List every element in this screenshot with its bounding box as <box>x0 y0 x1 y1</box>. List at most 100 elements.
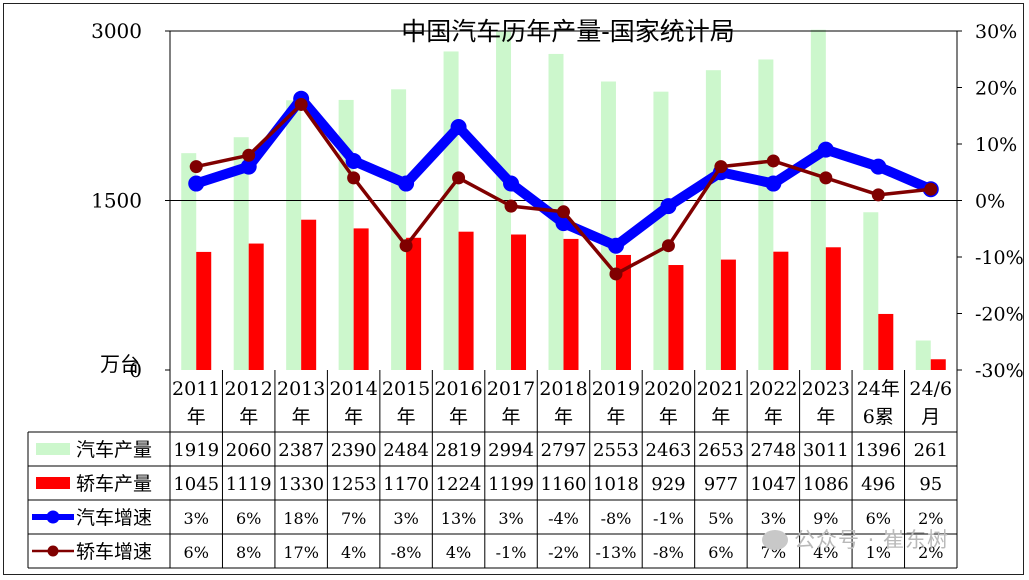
bar-car-14 <box>930 359 946 370</box>
left-tick-label: 3000 <box>91 19 142 43</box>
table-cell-2-9: -1% <box>653 509 684 528</box>
chart-title: 中国汽车历年产量-国家统计局 <box>401 17 734 46</box>
vehicle-growth-point-9 <box>660 198 677 215</box>
bar-car-12 <box>825 247 841 370</box>
bar-vehicle-11 <box>758 59 774 370</box>
table-cell-2-2: 18% <box>283 509 319 528</box>
wechat-icon <box>762 530 788 550</box>
bar-car-13 <box>878 313 894 370</box>
bar-vehicle-13 <box>863 212 879 370</box>
bar-vehicle-10 <box>705 70 721 370</box>
table-cell-3-3: 4% <box>341 543 366 562</box>
chart-frame <box>3 3 1024 575</box>
table-cell-2-7: -4% <box>548 509 579 528</box>
bar-car-9 <box>668 265 684 370</box>
category-label-10: 2021 <box>697 378 745 400</box>
table-cell-0-1: 2060 <box>226 440 272 461</box>
legend-key-1 <box>36 477 70 489</box>
table-cell-3-14: 2% <box>918 543 943 562</box>
bar-car-0 <box>196 251 212 370</box>
category-label-6: 年 <box>502 406 521 428</box>
vehicle-growth-point-13 <box>870 158 887 175</box>
bar-vehicle-5 <box>443 51 459 370</box>
table-cell-1-14: 95 <box>919 474 942 495</box>
category-label-7: 2018 <box>539 378 587 400</box>
right-tick-label: -30% <box>975 360 1024 382</box>
table-cell-1-0: 1045 <box>173 474 219 495</box>
table-cell-2-13: 6% <box>866 509 891 528</box>
category-label-1: 年 <box>239 406 258 428</box>
table-cell-1-4: 1170 <box>383 474 429 495</box>
legend-label-1: 轿车产量 <box>76 473 152 495</box>
category-label-10: 年 <box>711 406 730 428</box>
car-growth-point-5 <box>452 171 466 185</box>
category-label-5: 年 <box>449 406 468 428</box>
bar-vehicle-9 <box>653 91 669 370</box>
table-cell-1-10: 977 <box>704 474 738 495</box>
bar-vehicle-12 <box>810 29 826 371</box>
table-cell-1-5: 1224 <box>436 474 482 495</box>
right-tick-label: 0% <box>975 191 1005 213</box>
category-label-13: 6累 <box>863 406 894 428</box>
car-growth-point-8 <box>609 267 623 281</box>
table-cell-2-11: 3% <box>761 509 786 528</box>
table-cell-3-10: 6% <box>708 543 733 562</box>
category-label-0: 2011 <box>172 378 220 400</box>
vehicle-growth-point-0 <box>188 175 205 192</box>
right-tick-label: -10% <box>975 247 1024 269</box>
category-label-2: 2013 <box>277 378 325 400</box>
table-cell-3-6: -1% <box>496 543 527 562</box>
table-cell-3-8: -13% <box>595 543 636 562</box>
table-cell-3-13: 1% <box>866 543 891 562</box>
table-cell-0-4: 2484 <box>383 440 429 461</box>
bar-vehicle-2 <box>286 100 302 371</box>
car-growth-point-12 <box>819 171 833 185</box>
table-cell-0-3: 2390 <box>331 440 377 461</box>
category-label-9: 年 <box>659 406 678 428</box>
table-cell-0-14: 261 <box>914 440 948 461</box>
watermark: 公众号 · 崔东树 <box>762 524 949 554</box>
table-cell-0-10: 2653 <box>698 440 744 461</box>
category-label-11: 年 <box>764 406 783 428</box>
table-cell-2-0: 3% <box>184 509 209 528</box>
legend-key-0 <box>36 443 70 455</box>
table-cell-1-8: 1018 <box>593 474 639 495</box>
vehicle-growth-point-3 <box>345 152 362 169</box>
table-cell-2-1: 6% <box>236 509 261 528</box>
category-label-12: 年 <box>816 406 835 428</box>
table-cell-0-5: 2819 <box>436 440 482 461</box>
car-growth-point-7 <box>557 205 570 219</box>
car-growth-point-14 <box>924 182 938 196</box>
table-cell-0-9: 2463 <box>646 440 692 461</box>
car-growth-point-0 <box>189 160 203 174</box>
category-label-2: 年 <box>292 406 311 428</box>
category-label-4: 年 <box>397 406 416 428</box>
table-cell-3-1: 8% <box>236 543 261 562</box>
vehicle-growth-point-1 <box>240 158 257 175</box>
bar-vehicle-14 <box>915 340 931 370</box>
table-cell-3-0: 6% <box>184 543 209 562</box>
table-cell-1-6: 1199 <box>488 474 534 495</box>
category-label-3: 2014 <box>329 378 377 400</box>
table-cell-1-11: 1047 <box>750 474 796 495</box>
bar-vehicle-1 <box>233 137 249 370</box>
lines-layer <box>188 90 939 281</box>
bar-car-8 <box>615 254 631 370</box>
category-label-14: 24/6 <box>909 378 952 400</box>
category-label-6: 2017 <box>487 378 535 400</box>
table-cell-3-12: 4% <box>813 543 838 562</box>
table-cell-3-2: 17% <box>283 543 319 562</box>
bar-car-4 <box>406 237 422 370</box>
category-label-7: 年 <box>554 406 573 428</box>
category-label-12: 2023 <box>802 378 850 400</box>
table-cell-0-8: 2553 <box>593 440 639 461</box>
table-cell-1-3: 1253 <box>331 474 377 495</box>
vehicle-growth-point-12 <box>817 141 834 158</box>
category-label-1: 2012 <box>225 378 273 400</box>
table-cell-1-12: 1086 <box>803 474 849 495</box>
category-label-4: 2015 <box>382 378 430 400</box>
table-cell-3-4: -8% <box>391 543 422 562</box>
bar-car-1 <box>248 243 264 370</box>
legend-label-0: 汽车产量 <box>76 439 152 461</box>
table-cell-0-11: 2748 <box>750 440 796 461</box>
